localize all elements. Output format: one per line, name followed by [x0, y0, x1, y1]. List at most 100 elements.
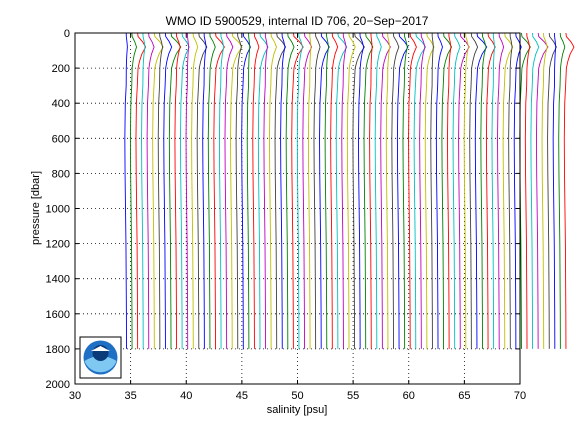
- salinity-profile: [463, 32, 469, 349]
- salinity-profile: [319, 32, 330, 349]
- salinity-profile: [191, 32, 199, 349]
- y-tick-label: 200: [52, 63, 70, 75]
- salinity-profile: [157, 32, 164, 349]
- salinity-profile: [358, 32, 365, 349]
- noaa-logo: [79, 336, 122, 379]
- salinity-profile: [424, 32, 435, 349]
- salinity-profile: [452, 32, 461, 349]
- salinity-profile: [430, 32, 434, 349]
- salinity-profile: [280, 32, 286, 349]
- salinity-profile: [552, 32, 557, 349]
- salinity-profile: [558, 32, 566, 349]
- y-tick-label: 2000: [46, 379, 70, 391]
- axis-ticks: 30 35 40 45 50 55 60 65 70 0 200 400 600 800 1000 1200 1…: [46, 28, 527, 402]
- salinity-profile: [541, 32, 548, 349]
- salinity-profile: [246, 32, 251, 349]
- salinity-profile: [224, 32, 234, 349]
- salinity-profile: [185, 32, 190, 349]
- x-tick-label: 60: [403, 390, 415, 402]
- y-tick-label: 0: [64, 28, 70, 40]
- salinity-profile: [408, 32, 417, 349]
- y-tick-label: 1200: [46, 239, 70, 251]
- salinity-profile: [330, 32, 339, 349]
- salinity-profile: [402, 32, 408, 349]
- salinity-profile: [263, 32, 268, 349]
- x-tick-label: 70: [514, 390, 526, 402]
- salinity-profile: [285, 32, 295, 349]
- salinity-profile: [218, 32, 225, 349]
- y-tick-label: 1600: [46, 309, 70, 321]
- y-axis-label: pressure [dbar]: [30, 171, 42, 245]
- salinity-profile: [563, 32, 575, 349]
- salinity-profile: [441, 32, 453, 349]
- salinity-profile: [435, 32, 443, 349]
- salinity-profile: [135, 32, 147, 349]
- salinity-profile: [536, 32, 549, 349]
- profiles: [124, 32, 575, 349]
- x-tick-label: 55: [347, 390, 359, 402]
- salinity-profile: [524, 32, 531, 349]
- salinity-profile: [307, 32, 312, 349]
- salinity-profile: [385, 32, 391, 349]
- salinity-profile: [207, 32, 216, 349]
- x-tick-label: 30: [69, 390, 81, 402]
- x-tick-label: 45: [236, 390, 248, 402]
- salinity-profile: [269, 32, 277, 349]
- y-tick-label: 1400: [46, 274, 70, 286]
- salinity-profile: [502, 32, 514, 349]
- salinity-profile: [257, 32, 269, 349]
- salinity-profile: [202, 32, 207, 349]
- x-tick-label: 40: [180, 390, 192, 402]
- salinity-profile: [491, 32, 495, 349]
- salinity-profile: [447, 32, 452, 349]
- x-axis-label: salinity [psu]: [267, 404, 328, 416]
- salinity-profile: [341, 32, 347, 349]
- salinity-profile: [530, 32, 540, 349]
- salinity-profile: [547, 32, 557, 349]
- salinity-profile: [196, 32, 208, 349]
- salinity-profile: [391, 32, 400, 349]
- grid: [75, 33, 520, 384]
- salinity-profile: [213, 32, 225, 349]
- salinity-profile: [374, 32, 382, 349]
- salinity-profile: [508, 32, 513, 349]
- salinity-profile: [129, 32, 137, 349]
- salinity-profile: [469, 32, 479, 349]
- salinity-profile: [363, 32, 374, 349]
- salinity-profile: [146, 32, 155, 349]
- salinity-profile: [252, 32, 260, 349]
- salinity-profile: [152, 32, 164, 349]
- salinity-profile: [141, 32, 146, 349]
- y-tick-label: 600: [52, 133, 70, 145]
- y-tick-label: 800: [52, 168, 70, 180]
- salinity-profile: [485, 32, 496, 349]
- x-tick-label: 65: [458, 390, 470, 402]
- salinity-profile: [346, 32, 356, 349]
- salinity-profile: [396, 32, 409, 349]
- salinity-profile: [497, 32, 505, 349]
- salinity-profile: [163, 32, 173, 349]
- y-tick-label: 1000: [46, 204, 70, 216]
- salinity-profile: [313, 32, 321, 349]
- salinity-profile: [324, 32, 329, 349]
- chart-title: WMO ID 5900529, internal ID 706, 20−Sep−…: [166, 14, 429, 28]
- salinity-profile: [124, 32, 128, 349]
- salinity-profile: [519, 32, 531, 349]
- x-tick-label: 35: [125, 390, 137, 402]
- salinity-profile: [419, 32, 426, 349]
- salinity-profile: [274, 32, 287, 349]
- x-tick-label: 50: [291, 390, 303, 402]
- salinity-profile: [180, 32, 190, 349]
- salinity-profile: [335, 32, 348, 349]
- salinity-profile: [296, 32, 303, 349]
- salinity-profile: [380, 32, 391, 349]
- salinity-profile: [291, 32, 304, 349]
- salinity-profile: [302, 32, 313, 349]
- salinity-profile: [235, 32, 242, 349]
- salinity-profile: [241, 32, 251, 349]
- salinity-profile: [480, 32, 487, 349]
- y-tick-label: 1800: [46, 344, 70, 356]
- y-tick-label: 400: [52, 98, 70, 110]
- salinity-profile: [174, 32, 181, 349]
